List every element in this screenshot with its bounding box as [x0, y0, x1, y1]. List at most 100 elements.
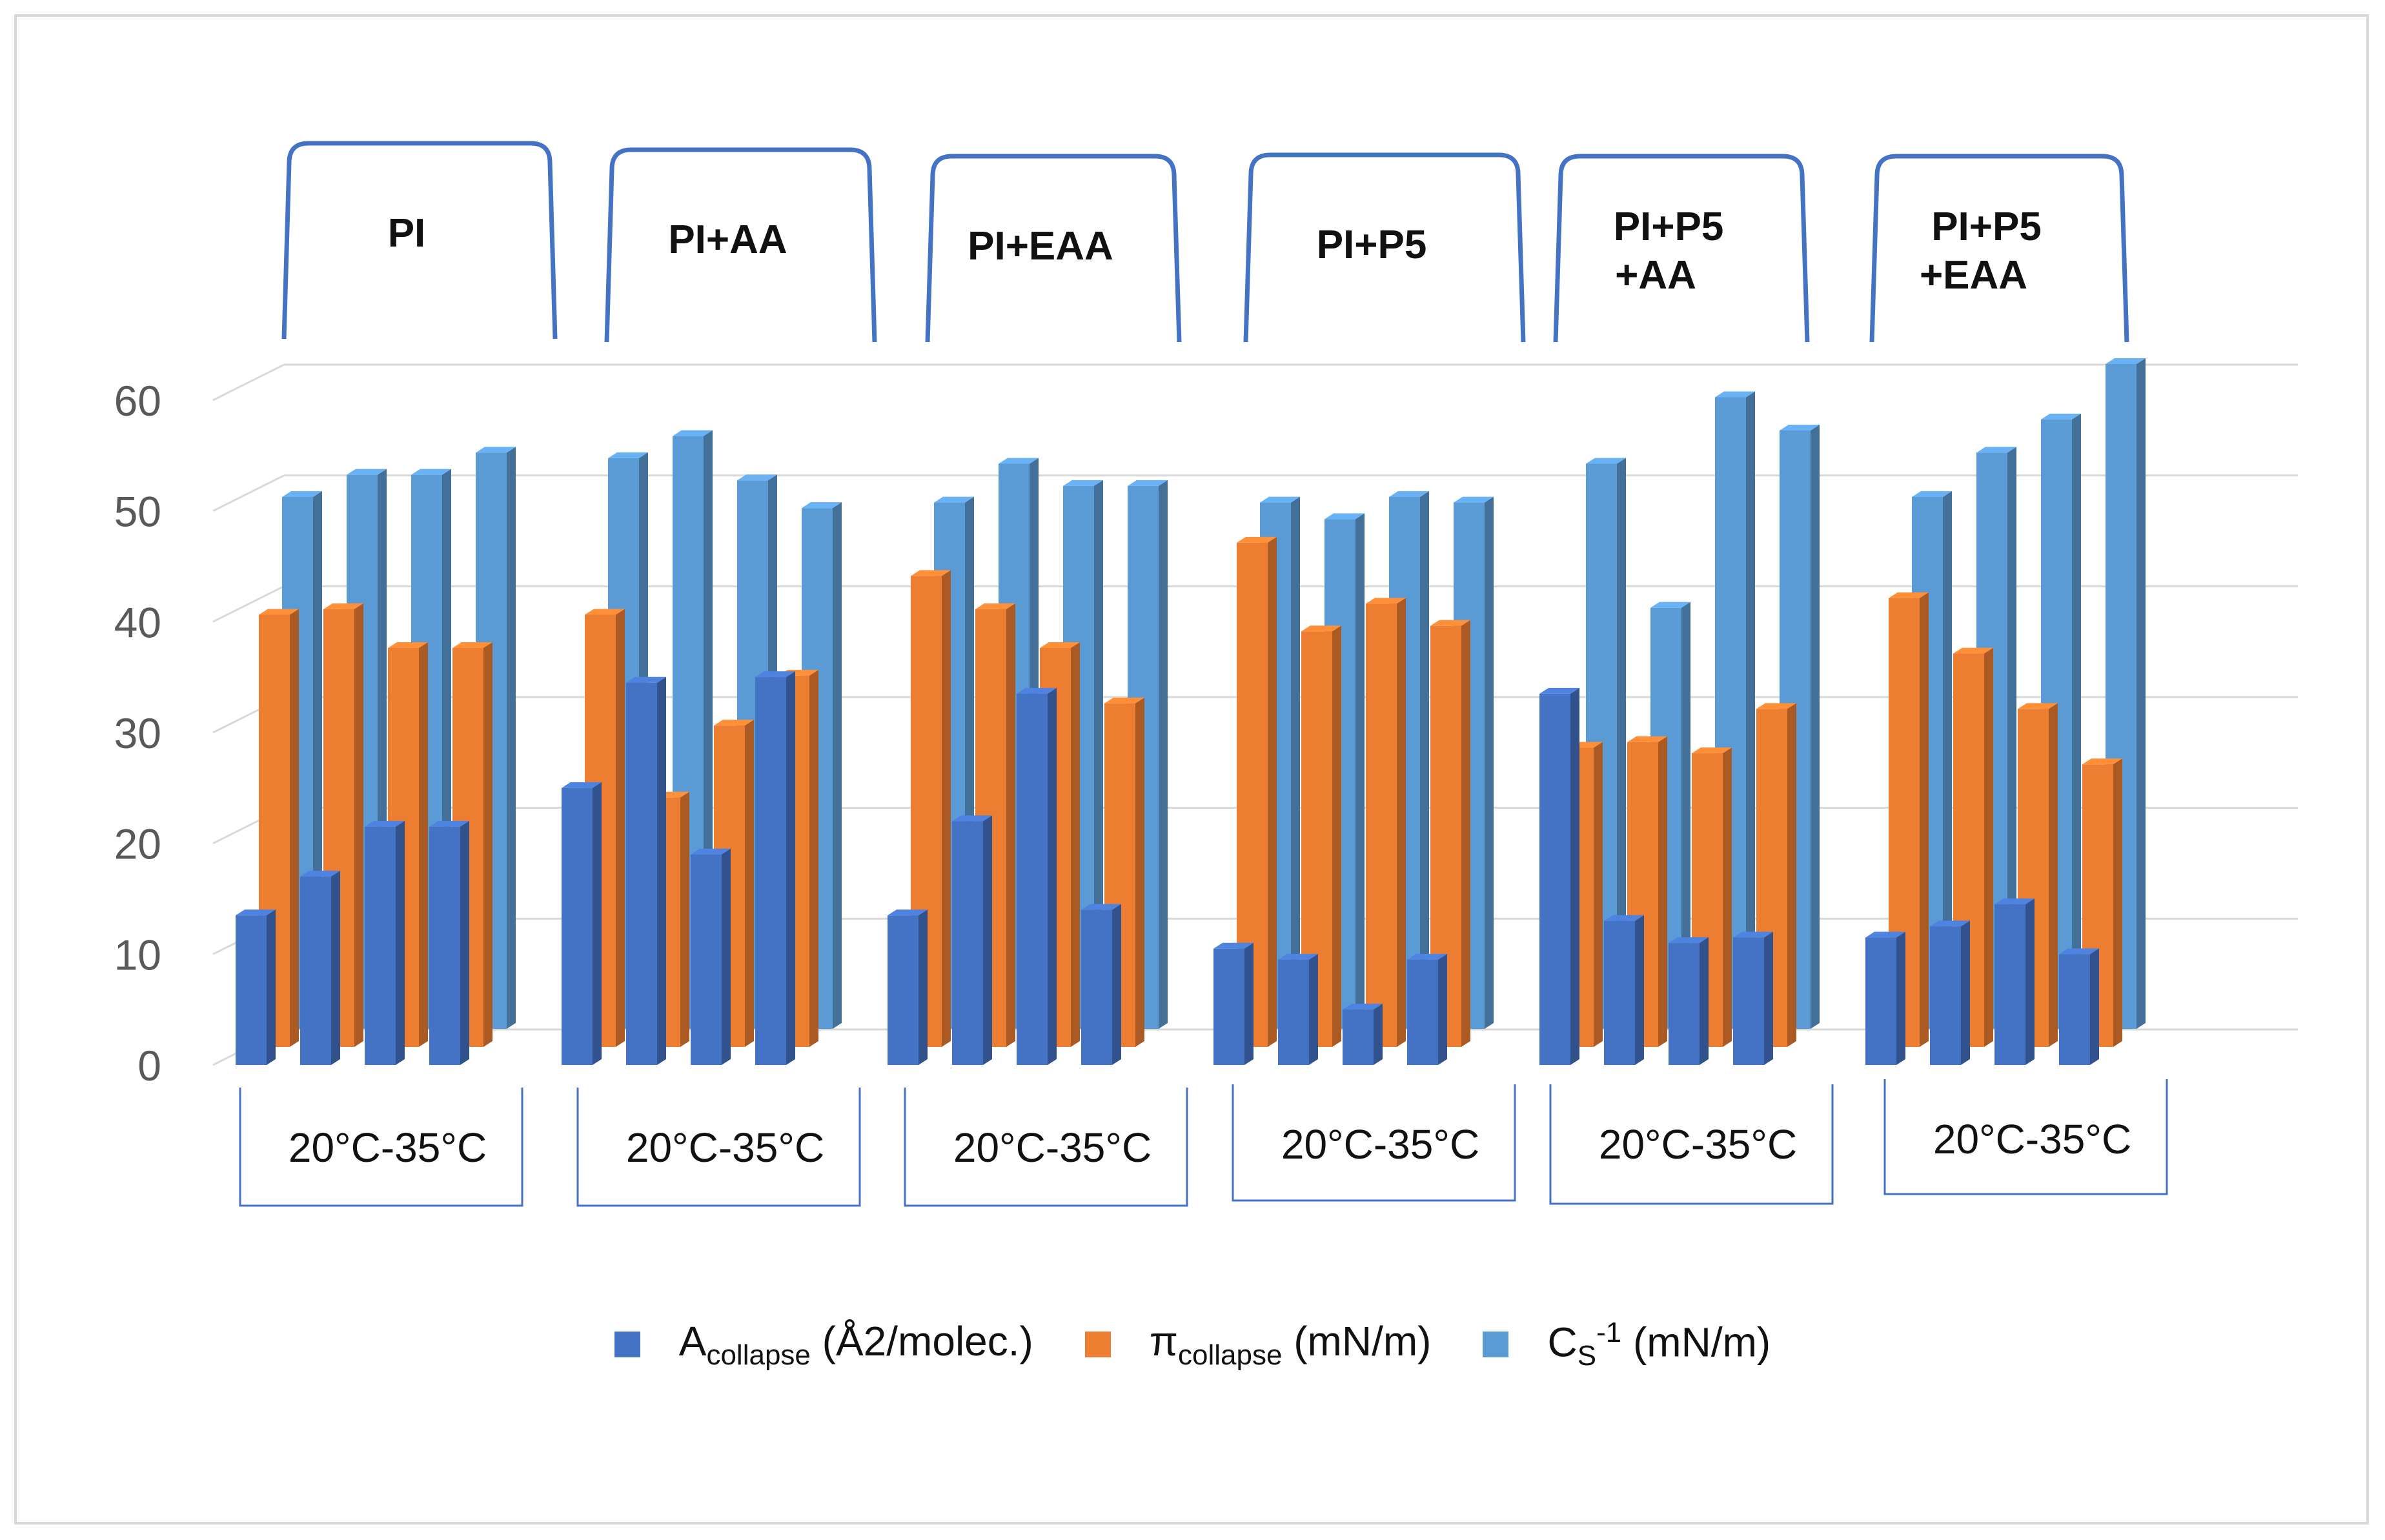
temperature-label: 20°C-35°C: [953, 1124, 1152, 1171]
temperature-label: 20°C-35°C: [626, 1124, 824, 1171]
legend-item-cs: CS-1 (mN/m): [1483, 1317, 1771, 1372]
picollapse-bar-side: [1332, 625, 1341, 1047]
group-header-tab: [1869, 154, 2129, 343]
cs-bar-top: [1912, 491, 1952, 497]
picollapse-bar-side: [1071, 642, 1080, 1047]
acollapse-bar-top: [1733, 931, 1773, 938]
cs-bar-top: [608, 452, 648, 458]
picollapse-bar-side: [2049, 703, 2058, 1047]
picollapse-bar-side: [1135, 697, 1144, 1047]
gridline-diagonal: [212, 474, 285, 512]
cs-bar-side: [507, 447, 516, 1029]
acollapse-bar-top: [1865, 931, 1905, 938]
picollapse-bar-side: [419, 642, 428, 1047]
acollapse-bar-top: [1017, 687, 1057, 694]
picollapse-bar-top: [1366, 598, 1406, 604]
picollapse-bar-top: [1756, 703, 1796, 709]
legend-swatch-acollapse: [614, 1332, 640, 1358]
temperature-bracket: [1883, 1079, 2168, 1195]
group-label: PI: [388, 211, 426, 256]
group-header-tab: [604, 147, 877, 343]
group-label-line1: PI+P5: [1614, 205, 1724, 249]
group-label: PI+AA: [668, 218, 787, 262]
cs-bar-side: [2007, 447, 2016, 1029]
cs-bar-top: [1260, 496, 1300, 503]
cs-bar-side: [2072, 413, 2081, 1029]
acollapse-bar-side: [1438, 953, 1447, 1065]
acollapse-bar-top: [755, 671, 795, 678]
group-label-line1: PI+P5: [1931, 205, 2042, 249]
acollapse-bar-side: [1700, 937, 1709, 1065]
picollapse-bar-top: [259, 609, 299, 615]
cs-bar-top: [1454, 496, 1494, 503]
picollapse-bar-side: [1461, 620, 1470, 1047]
temperature-label: 20°C-35°C: [1281, 1121, 1479, 1168]
group-label-line2: +EAA: [1920, 253, 2027, 298]
acollapse-bar-top: [562, 782, 602, 788]
acollapse-bar-side: [331, 871, 340, 1065]
cs-bar-top: [999, 458, 1039, 464]
cs-bar-top: [282, 491, 322, 497]
cs-bar-top: [737, 474, 777, 481]
acollapse-bar: [1604, 920, 1635, 1065]
cs-bar-side: [833, 502, 842, 1029]
acollapse-bar: [1278, 959, 1309, 1065]
acollapse-bar: [429, 826, 460, 1065]
legend-label-picollapse: πcollapse (mN/m): [1149, 1318, 1432, 1371]
acollapse-bar-side: [722, 848, 731, 1065]
picollapse-bar-top: [714, 720, 754, 726]
temperature-label: 20°C-35°C: [289, 1124, 487, 1171]
picollapse-bar-side: [1268, 536, 1277, 1047]
cs-bar-side: [1943, 491, 1952, 1029]
cs-bar-side: [1420, 491, 1429, 1029]
picollapse-bar-top: [911, 570, 951, 576]
cs-bar-top: [2041, 413, 2081, 420]
cs-bar-top: [476, 447, 516, 453]
picollapse-bar-top: [1301, 625, 1341, 632]
acollapse-bar: [626, 682, 657, 1065]
acollapse-bar: [2059, 954, 2090, 1065]
picollapse-bar-side: [745, 720, 754, 1047]
temperature-label: 20°C-35°C: [1933, 1116, 2131, 1162]
picollapse-bar-side: [680, 791, 689, 1047]
cs-bar-top: [1586, 458, 1626, 464]
acollapse-bar-top: [300, 871, 340, 877]
acollapse-bar-top: [1604, 915, 1644, 921]
y-tick-label: 50: [114, 488, 161, 536]
picollapse-bar-top: [452, 642, 492, 648]
acollapse-bar-side: [593, 782, 602, 1065]
acollapse-bar-side: [1048, 687, 1057, 1065]
cs-bar-top: [802, 502, 842, 509]
acollapse-bar-side: [918, 909, 928, 1065]
y-tick-label: 40: [114, 598, 161, 646]
acollapse-bar-side: [1764, 931, 1773, 1065]
acollapse-bar-side: [1635, 915, 1644, 1065]
acollapse-bar-side: [983, 815, 992, 1065]
picollapse-bar-top: [1104, 697, 1144, 704]
acollapse-bar-side: [786, 671, 795, 1065]
acollapse-bar-top: [626, 676, 666, 683]
cs-bar-top: [673, 430, 713, 436]
gridline-diagonal: [212, 363, 285, 401]
cs-bar-side: [1094, 480, 1103, 1029]
cs-bar-top: [1389, 491, 1429, 497]
picollapse-bar-side: [1594, 742, 1603, 1047]
temperature-bracket: [1232, 1084, 1516, 1202]
picollapse-bar-top: [388, 642, 428, 648]
temperature-label: 20°C-35°C: [1599, 1121, 1797, 1168]
picollapse-bar-top: [2082, 758, 2122, 765]
y-tick-label: 30: [114, 709, 161, 757]
acollapse-bar-top: [888, 909, 928, 916]
picollapse-bar-top: [1692, 747, 1732, 754]
picollapse-bar-side: [809, 669, 818, 1047]
acollapse-bar: [1733, 937, 1764, 1065]
legend-swatch-cs: [1483, 1332, 1509, 1358]
acollapse-bar: [1407, 959, 1438, 1065]
acollapse-bar-side: [1374, 1004, 1383, 1065]
picollapse-bar-side: [1397, 598, 1406, 1047]
acollapse-bar-side: [460, 820, 469, 1065]
acollapse-bar: [1539, 693, 1570, 1065]
y-tick-label: 0: [137, 1042, 161, 1089]
acollapse-bar-side: [1961, 920, 1970, 1065]
cs-bar-top: [347, 469, 387, 475]
